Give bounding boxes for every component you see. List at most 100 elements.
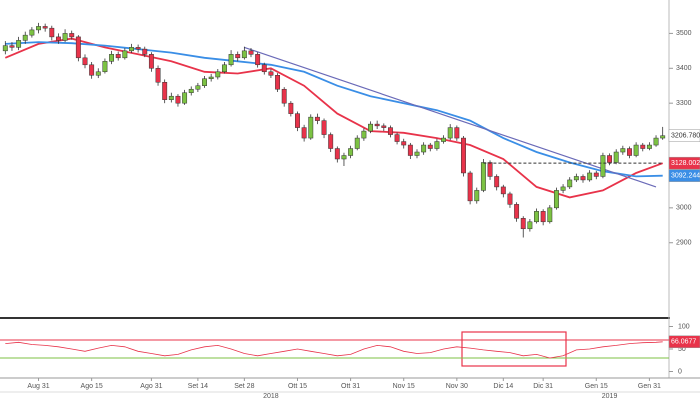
candle-body xyxy=(295,113,300,128)
candle-body xyxy=(421,144,427,153)
candle-body xyxy=(334,148,340,160)
candle-body xyxy=(148,54,154,69)
candle-body xyxy=(82,57,88,66)
candle-body xyxy=(461,137,466,174)
candle-body xyxy=(507,193,513,205)
x-tick-label: Ott 15 xyxy=(288,383,307,390)
candle-body xyxy=(208,76,214,80)
rsi-tick-label: 100 xyxy=(678,323,690,330)
y-tick-label: 3000 xyxy=(676,205,692,212)
candle-body xyxy=(321,120,327,135)
candle-body xyxy=(301,127,307,139)
candle-body xyxy=(261,64,267,73)
candle-body xyxy=(527,221,533,230)
candle-body xyxy=(241,50,247,59)
candle-body xyxy=(407,144,413,156)
candle-body xyxy=(494,176,500,188)
candle-body xyxy=(540,211,546,223)
candle-body xyxy=(560,186,566,191)
x-tick-label: Nov 30 xyxy=(446,383,468,390)
candle-body xyxy=(235,54,241,59)
candle-body xyxy=(89,64,95,76)
candle-body xyxy=(447,127,453,139)
x-tick-label: Ago 15 xyxy=(81,383,103,390)
candle-body xyxy=(215,71,221,78)
price-tag-label: 3092.2444 xyxy=(671,173,700,180)
candle-body xyxy=(55,36,61,41)
candle-body xyxy=(95,71,101,76)
year-label: 2018 xyxy=(263,393,279,400)
candle-body xyxy=(2,45,8,52)
candle-body xyxy=(368,123,373,132)
x-tick-label: Nov 15 xyxy=(393,383,415,390)
candle-body xyxy=(62,33,68,41)
y-tick-label: 3300 xyxy=(676,100,692,107)
y-tick-label: 3500 xyxy=(676,30,692,37)
candle-body xyxy=(49,27,55,38)
price-tag xyxy=(668,169,700,182)
y-tick-label: 3400 xyxy=(676,65,692,72)
candle-body xyxy=(182,92,188,104)
candle-body xyxy=(228,54,234,66)
candle-body xyxy=(401,141,407,146)
moving-average xyxy=(5,41,663,178)
candle-body xyxy=(653,137,659,146)
candle-body xyxy=(314,116,320,121)
year-label: 2019 xyxy=(602,393,618,400)
candle-body xyxy=(288,102,294,114)
candle-body xyxy=(387,127,393,135)
candle-body xyxy=(102,61,108,73)
candle-body xyxy=(348,148,354,156)
candle-body xyxy=(487,162,493,177)
candle-body xyxy=(129,47,134,52)
candle-body xyxy=(646,144,652,149)
candle-body xyxy=(162,81,168,100)
rsi-tick-label: 0 xyxy=(678,368,682,375)
candle-body xyxy=(109,54,115,62)
candle-body xyxy=(454,127,460,139)
candle-body xyxy=(414,151,420,156)
x-tick-label: Dic 31 xyxy=(533,383,553,390)
candle-body xyxy=(29,29,35,36)
candle-body xyxy=(22,34,28,41)
candle-body xyxy=(308,116,314,139)
price-tag xyxy=(668,335,700,349)
x-tick-label: Ott 31 xyxy=(341,383,360,390)
candle-body xyxy=(467,172,473,202)
x-tick-label: Set 14 xyxy=(188,383,208,390)
candle-body xyxy=(474,190,480,202)
x-tick-label: Gen 31 xyxy=(638,383,661,390)
candle-body xyxy=(587,172,593,181)
candle-body xyxy=(620,148,626,153)
candle-body xyxy=(480,162,486,191)
x-tick-label: Aug 31 xyxy=(27,383,49,390)
rsi-line xyxy=(5,341,663,359)
candle-body xyxy=(500,186,506,195)
price-tag-label: 66.0677 xyxy=(671,339,696,346)
candle-body xyxy=(394,134,400,142)
candle-body xyxy=(520,218,526,230)
candle-body xyxy=(434,141,440,149)
candle-body xyxy=(341,155,347,160)
candle-body xyxy=(580,176,586,181)
candle-body xyxy=(573,176,579,181)
candle-body xyxy=(328,134,334,149)
candle-body xyxy=(534,211,539,223)
candle-body xyxy=(221,64,227,73)
trend-line xyxy=(244,46,657,188)
candle-body xyxy=(195,85,201,90)
candle-body xyxy=(188,88,194,93)
candle-body xyxy=(275,75,281,90)
candle-body xyxy=(115,54,121,59)
price-tag-label: 3128.0024 xyxy=(671,160,700,167)
price-tag-label: 3206.7800 xyxy=(671,133,700,140)
candle-body xyxy=(607,155,613,163)
candle-body xyxy=(122,50,128,59)
candle-body xyxy=(42,26,48,29)
y-tick-label: 2900 xyxy=(676,240,692,247)
x-tick-label: Ago 31 xyxy=(140,383,162,390)
candle-body xyxy=(168,95,174,100)
candle-body xyxy=(9,45,15,48)
x-tick-label: Dic 14 xyxy=(493,383,513,390)
